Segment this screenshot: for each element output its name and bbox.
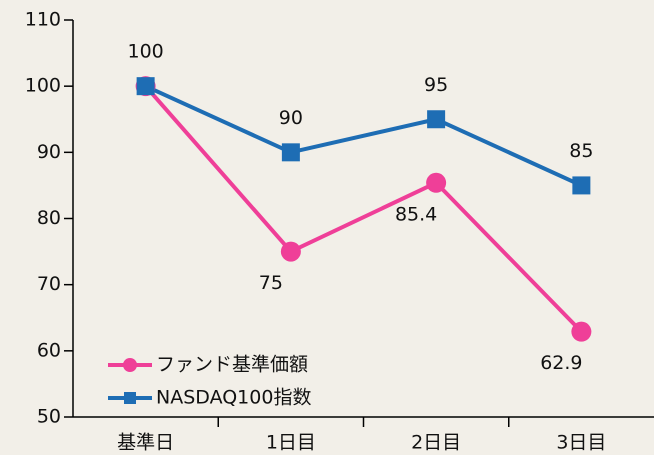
y-tick-label: 110	[25, 9, 61, 31]
point	[571, 321, 592, 342]
x-tick-label: 1日目	[266, 432, 316, 454]
y-tick-label: 60	[37, 339, 61, 361]
point	[426, 172, 447, 193]
data-label: 95	[424, 74, 448, 96]
legend-label: NASDAQ100指数	[156, 387, 311, 409]
series-line	[144, 84, 583, 188]
y-tick-label: 50	[37, 406, 61, 428]
point	[572, 176, 591, 195]
series-line	[144, 84, 583, 334]
y-tick-label: 80	[37, 207, 61, 229]
point	[136, 77, 155, 96]
point	[281, 143, 300, 162]
point	[427, 110, 446, 129]
data-label: 90	[279, 107, 303, 129]
x-tick-label: 基準日	[117, 432, 174, 454]
x-tick-label: 3日目	[556, 432, 606, 454]
legend-marker	[124, 392, 136, 404]
y-tick-label: 100	[25, 75, 61, 97]
data-label: 100	[127, 41, 163, 63]
data-label: 85	[569, 140, 593, 162]
y-tick-label: 90	[37, 141, 61, 163]
legend-label: ファンド基準価額	[156, 354, 308, 376]
x-tick-label: 2日目	[411, 432, 461, 454]
y-tick-label: 70	[37, 273, 61, 295]
data-label: 62.9	[540, 352, 582, 374]
data-label: 75	[259, 272, 283, 294]
data-label: 85.4	[395, 203, 437, 225]
point	[280, 241, 301, 262]
legend-marker	[123, 358, 137, 372]
